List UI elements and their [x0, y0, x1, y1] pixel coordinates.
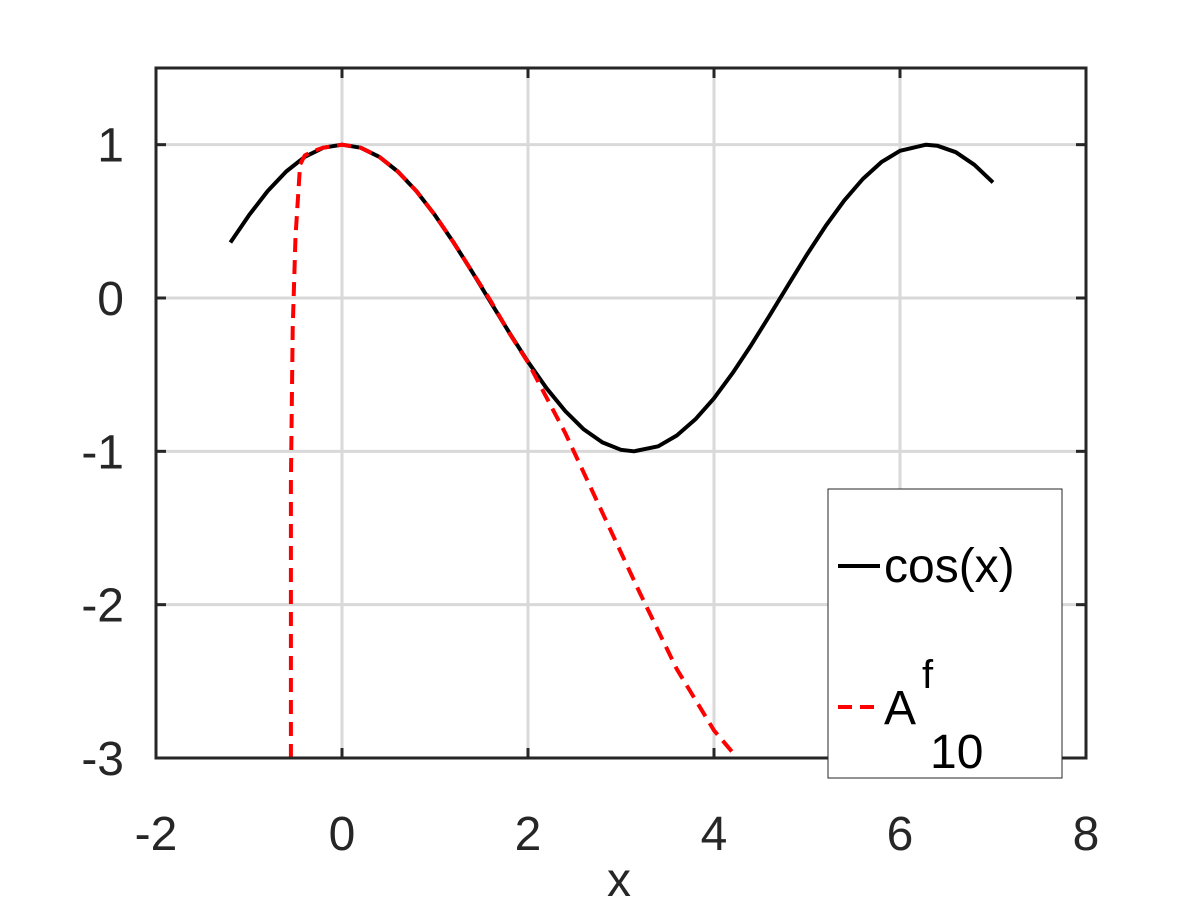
x-tick-label: 2: [515, 808, 542, 861]
x-tick-label: 6: [887, 808, 914, 861]
legend-label-cos: cos(x): [884, 540, 1015, 593]
legend-label-approx-subscript: 10: [930, 726, 983, 779]
y-tick-label: 0: [97, 273, 124, 326]
x-tick-label: 4: [701, 808, 728, 861]
legend-box: [827, 488, 1063, 779]
ticks: [154, 68, 1088, 760]
axes-frame: [154, 66, 1088, 760]
tick-labels: -2 0 2 4 6 8-3-2-101: [81, 120, 1099, 861]
series-line-cos: [228, 142, 995, 454]
legend: cos(x) A f 10: [827, 488, 1063, 779]
x-tick-label: -2: [135, 808, 178, 861]
legend-label-approx: A: [884, 682, 916, 735]
x-tick-label: 8: [1073, 808, 1100, 861]
plot-lines: [228, 142, 995, 760]
y-tick-label: -2: [81, 580, 124, 633]
y-tick-label: -3: [81, 733, 124, 786]
series-line-approx: [288, 142, 739, 760]
x-tick-label: 0: [329, 808, 356, 861]
x-axis-label: x: [607, 854, 631, 900]
y-tick-label: 1: [97, 120, 124, 173]
y-tick-label: -1: [81, 426, 124, 479]
legend-label-approx-superscript: f: [922, 653, 934, 697]
